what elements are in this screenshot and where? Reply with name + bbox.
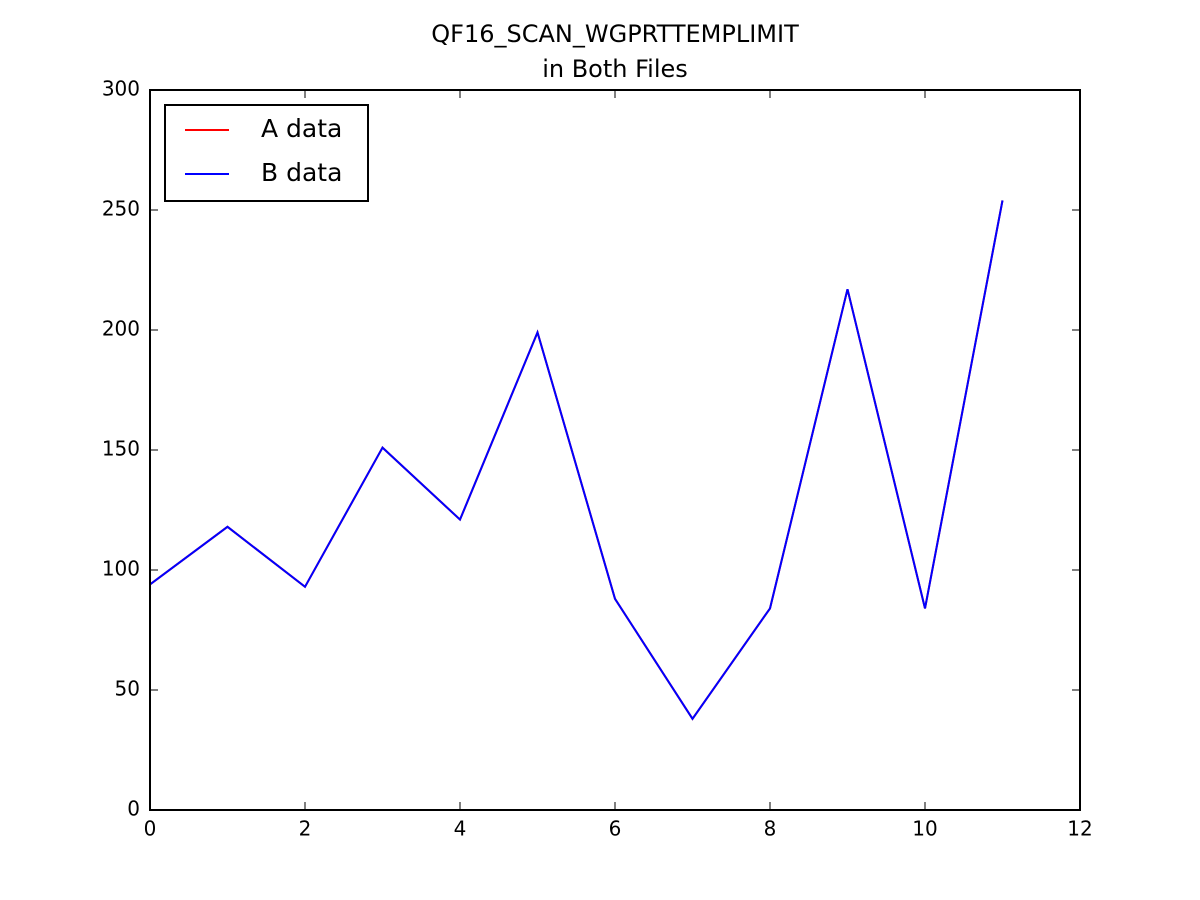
chart-title: QF16_SCAN_WGPRTTEMPLIMIT [431,20,799,48]
y-tick-label: 50 [115,677,140,701]
data-line [149,200,1004,721]
y-tick-label: 200 [102,317,140,341]
plot-frame [149,89,1081,811]
legend-label: B data [261,158,342,187]
y-tick-label: 150 [102,437,140,461]
x-tick-label: 8 [764,817,777,841]
chart-subtitle: in Both Files [542,55,688,83]
x-tick-label: 2 [299,817,312,841]
x-tick-label: 10 [912,817,937,841]
x-tick-label: 6 [609,817,622,841]
x-tick-label: 4 [454,817,467,841]
x-tick-label: 0 [144,817,157,841]
legend: A data B data [164,104,369,202]
y-tick-label: 0 [127,797,140,821]
x-tick-label: 12 [1067,817,1092,841]
y-tick-label: 250 [102,197,140,221]
y-tick-label: 100 [102,557,140,581]
y-tick-label: 300 [102,77,140,101]
legend-box [164,104,369,202]
legend-label: A data [261,114,342,143]
